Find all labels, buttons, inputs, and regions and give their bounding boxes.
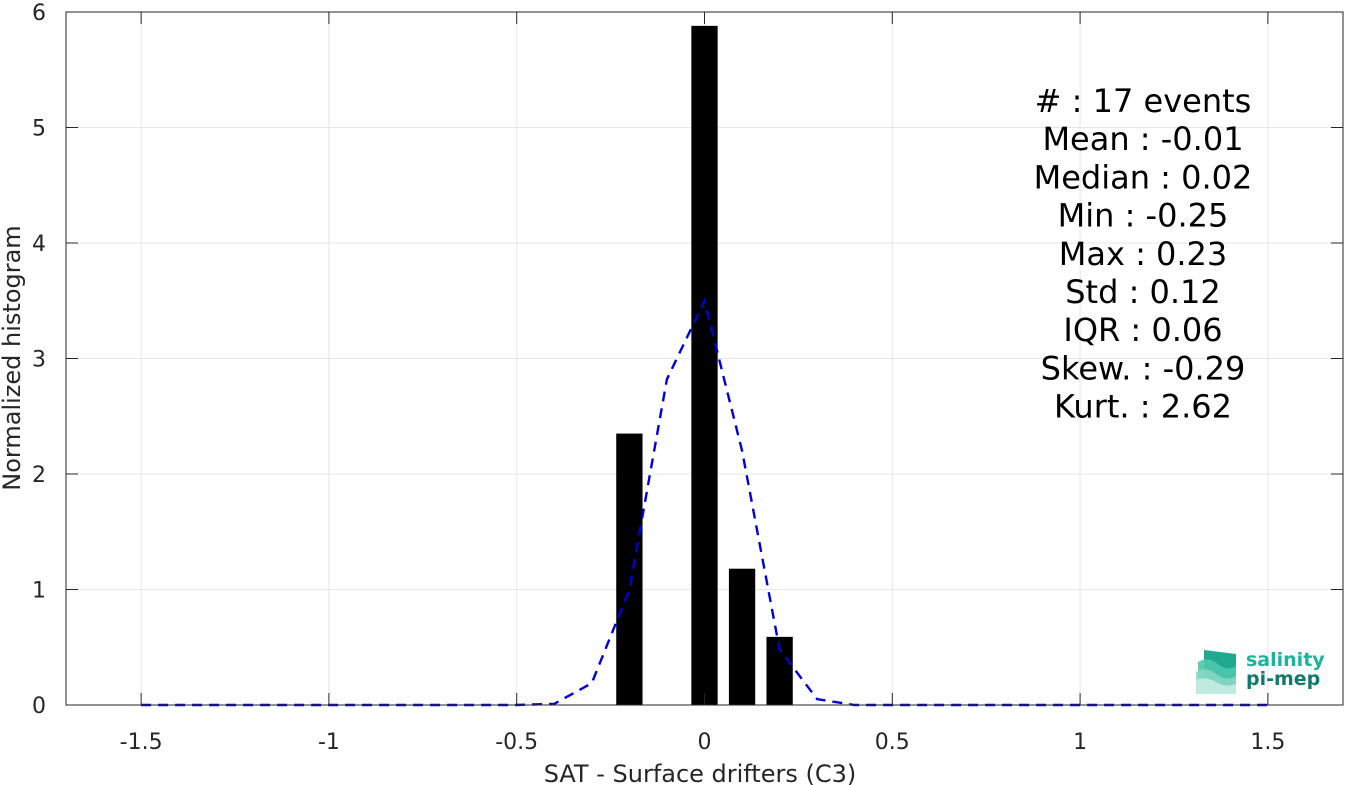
stats-line: Mean : -0.01 — [1042, 120, 1243, 158]
axes-frame — [65, 11, 1344, 706]
x-tick-label: -1 — [318, 730, 340, 755]
logo-text-pi-mep: pi-mep — [1246, 668, 1320, 690]
stats-line: Std : 0.12 — [1065, 273, 1221, 311]
logo-text-salinity: salinity — [1246, 649, 1325, 671]
y-tick-label: 2 — [32, 463, 46, 488]
stats-line: Median : 0.02 — [1034, 158, 1253, 196]
x-tick-label: 0 — [698, 730, 712, 755]
y-axis-label: Normalized histogram — [0, 225, 26, 490]
waves-icon — [1196, 650, 1236, 694]
salinity-pi-mep-logo: salinity pi-mep — [1196, 649, 1325, 694]
stats-line: IQR : 0.06 — [1063, 311, 1222, 349]
y-tick-label: 6 — [32, 1, 46, 26]
stats-line: Kurt. : 2.62 — [1054, 388, 1232, 426]
x-tick-label: -0.5 — [495, 730, 538, 755]
tick-labels: -1.5 -1 -0.5 0 0.5 1 1.5 0 1 2 3 4 5 6 — [32, 1, 1285, 755]
x-tick-label: 1 — [1073, 730, 1087, 755]
x-tick-label: 1.5 — [1250, 730, 1285, 755]
stats-line: # : 17 events — [1035, 82, 1252, 120]
stats-line: Min : -0.25 — [1058, 197, 1229, 235]
stats-line: Max : 0.23 — [1059, 235, 1228, 273]
x-tick-label: 0.5 — [875, 730, 910, 755]
y-tick-label: 3 — [32, 348, 46, 373]
y-tick-label: 4 — [32, 232, 46, 257]
histogram-bars — [616, 25, 793, 706]
histogram-bar — [728, 568, 756, 705]
histogram-bar — [691, 25, 718, 706]
x-axis-label: SAT - Surface drifters (C3) — [544, 760, 857, 785]
y-tick-label: 1 — [32, 579, 46, 604]
histogram-bar — [616, 433, 643, 705]
y-tick-label: 5 — [32, 117, 46, 142]
x-tick-label: -1.5 — [120, 730, 163, 755]
stats-line: Skew. : -0.29 — [1041, 349, 1246, 387]
y-tick-label: 0 — [32, 694, 46, 719]
